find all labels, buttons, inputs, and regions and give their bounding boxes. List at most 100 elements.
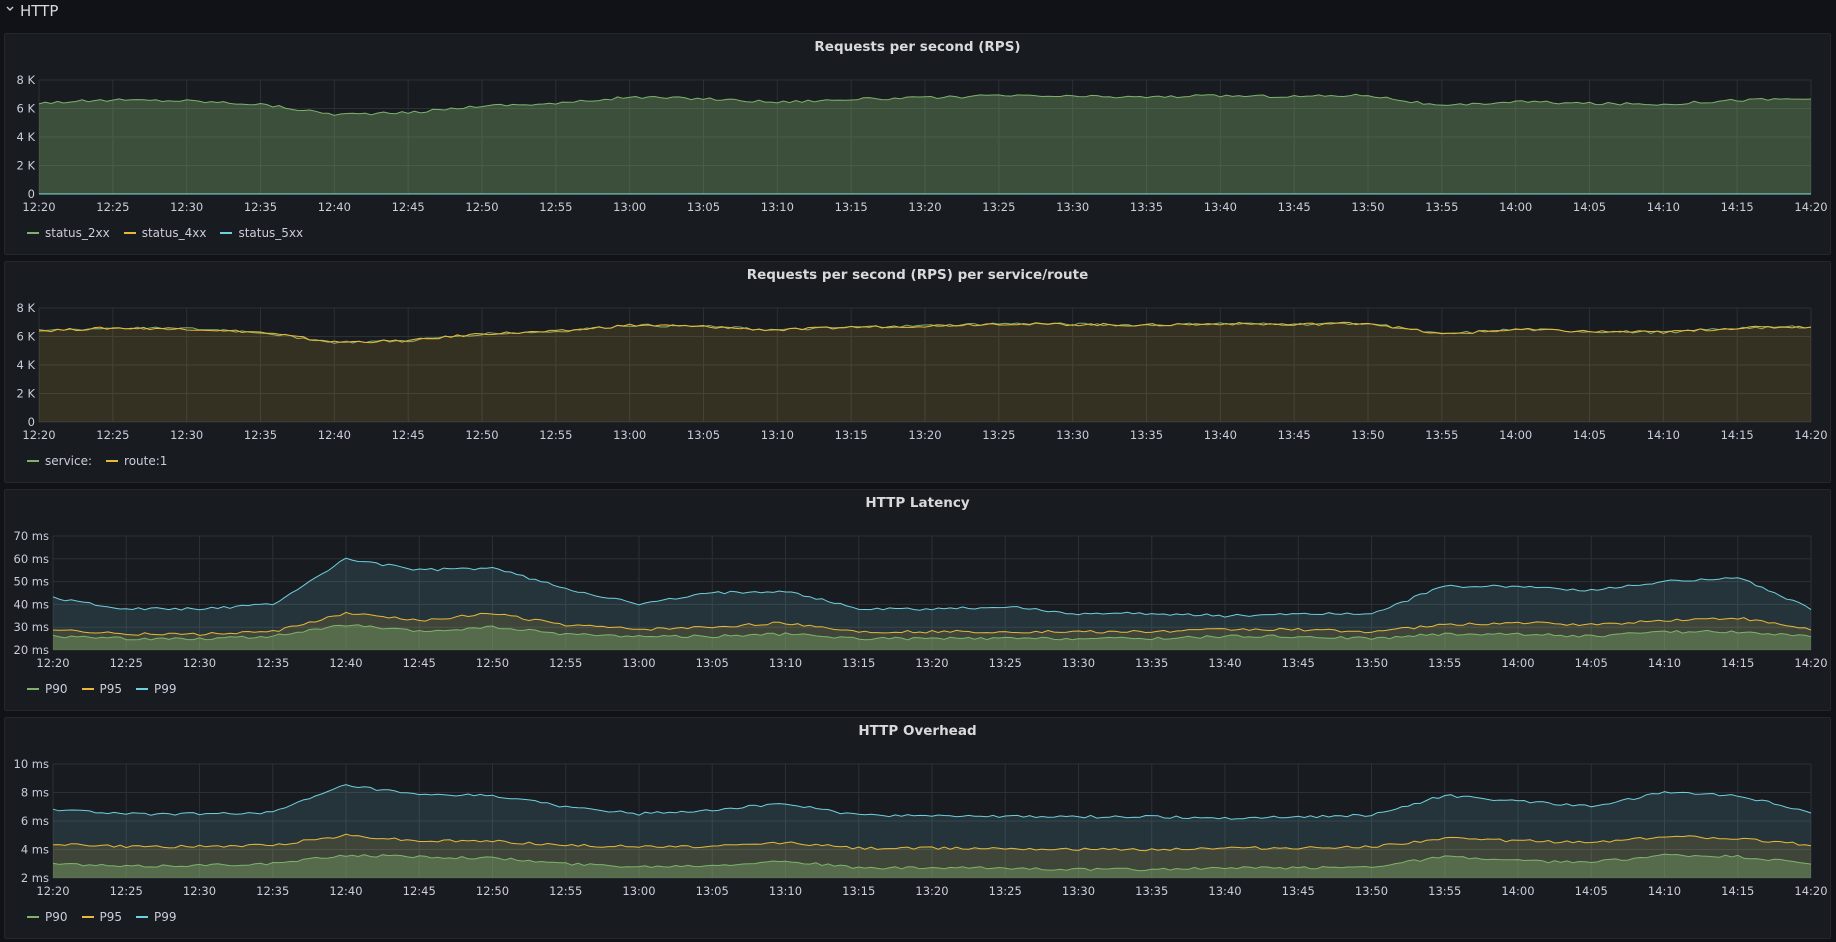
series-line-P99 <box>52 784 1812 820</box>
y-tick-label: 4 ms <box>21 843 49 857</box>
x-tick-label: 13:50 <box>1351 428 1384 442</box>
series-area-P99 <box>53 558 1811 650</box>
x-tick-label: 12:50 <box>476 884 509 898</box>
legend-item[interactable]: P90 <box>27 910 68 924</box>
x-tick-label: 13:00 <box>622 656 655 670</box>
x-tick-label: 13:30 <box>1062 884 1095 898</box>
series-line-P90 <box>52 624 1812 641</box>
y-tick-label: 30 ms <box>14 620 49 634</box>
chart-rps-per-route: 0 2 K 4 K 6 K 8 K 12:20 12:25 12:30 12:35 12:40 12… <box>16 301 1827 442</box>
x-tick-label: 13:25 <box>989 884 1022 898</box>
x-tick-label: 13:05 <box>696 656 729 670</box>
y-tick-label: 10 ms <box>14 757 49 771</box>
x-tick-label: 12:50 <box>476 656 509 670</box>
series-line-P95 <box>52 611 1812 636</box>
x-tick-label: 14:05 <box>1573 200 1606 214</box>
legend-item[interactable]: P95 <box>81 910 123 924</box>
legend-label: P99 <box>154 910 177 924</box>
chart-http-latency: 20 ms 30 ms 40 ms 50 ms 60 ms 70 ms 12:20 12:25… <box>14 529 1828 670</box>
x-tick-label: 14:10 <box>1647 428 1680 442</box>
x-tick-label: 14:20 <box>1794 884 1827 898</box>
x-tick-label: 13:50 <box>1351 200 1384 214</box>
y-tick-label: 50 ms <box>14 575 49 589</box>
legend-label: status_2xx <box>45 226 110 240</box>
x-tick-label: 14:05 <box>1575 884 1608 898</box>
panel-http-overhead[interactable]: HTTP Overhead 2 ms 4 ms 6 ms 8 ms 10 ms 12:20… <box>4 717 1831 939</box>
x-tick-label: 13:40 <box>1208 884 1241 898</box>
x-tick-label: 12:25 <box>96 428 129 442</box>
x-tick-label: 14:00 <box>1499 428 1532 442</box>
x-tick-label: 12:45 <box>403 656 436 670</box>
legend-item[interactable]: P90 <box>27 682 68 696</box>
series-line-P90 <box>52 853 1812 872</box>
legend-item[interactable]: P95 <box>81 682 122 696</box>
x-tick-label: 12:20 <box>36 656 69 670</box>
x-tick-label: 13:00 <box>622 884 655 898</box>
panel-title[interactable]: Requests per second (RPS) per service/ro… <box>746 267 1089 283</box>
x-tick-label: 13:05 <box>696 884 729 898</box>
series-area-P90 <box>53 624 1811 650</box>
legend-item[interactable]: status_2xx <box>27 226 110 240</box>
legend-swatch <box>81 916 94 918</box>
x-tick-label: 13:25 <box>982 200 1015 214</box>
legend-label: status_4xx <box>141 226 207 240</box>
legend-swatch <box>27 688 39 690</box>
panel-http-latency[interactable]: HTTP Latency 20 ms 30 ms 40 ms 50 ms 60 ms 70… <box>4 489 1831 711</box>
legend-swatch <box>106 460 119 462</box>
legend-item[interactable]: status_5xx <box>220 226 303 240</box>
panel-title[interactable]: HTTP Latency <box>865 495 970 511</box>
legend-item[interactable]: P99 <box>136 682 177 696</box>
legend-swatch <box>136 916 149 918</box>
x-tick-label: 12:25 <box>96 200 129 214</box>
y-tick-label: 2 K <box>16 387 35 401</box>
x-tick-label: 14:05 <box>1573 428 1606 442</box>
panel-title[interactable]: Requests per second (RPS) <box>814 39 1021 55</box>
x-tick-label: 13:45 <box>1278 428 1311 442</box>
series-area-P95 <box>53 612 1811 650</box>
legend-label: P95 <box>99 910 123 924</box>
x-tick-label: 13:25 <box>982 428 1015 442</box>
x-tick-label: 14:20 <box>1794 428 1827 442</box>
legend-swatch <box>123 232 136 234</box>
y-tick-label: 0 <box>28 415 35 429</box>
x-tick-label: 13:10 <box>769 656 802 670</box>
y-tick-label: 20 ms <box>14 643 49 657</box>
x-tick-label: 14:10 <box>1648 656 1681 670</box>
x-tick-label: 12:45 <box>403 884 436 898</box>
legend-label: P90 <box>45 682 68 696</box>
x-tick-label: 13:10 <box>761 200 794 214</box>
x-tick-label: 13:50 <box>1355 656 1388 670</box>
y-tick-label: 4 K <box>16 358 35 372</box>
panel-rps[interactable]: Requests per second (RPS) 0 2 K 4 K 6 K 8 K 1… <box>4 33 1831 255</box>
x-tick-label: 14:00 <box>1501 884 1534 898</box>
legend-label: P90 <box>45 910 68 924</box>
x-tick-label: 14:15 <box>1721 428 1754 442</box>
panel-rps-per-route[interactable]: Requests per second (RPS) per service/ro… <box>4 261 1831 483</box>
x-tick-label: 13:30 <box>1056 200 1089 214</box>
chart-http-overhead: 2 ms 4 ms 6 ms 8 ms 10 ms 12:20 12:25 12:30 12:3… <box>14 757 1828 898</box>
y-tick-label: 6 ms <box>21 814 49 828</box>
x-tick-label: 12:35 <box>244 200 277 214</box>
x-tick-label: 13:35 <box>1130 428 1163 442</box>
x-tick-label: 12:55 <box>549 884 582 898</box>
legend-swatch <box>81 688 94 690</box>
x-tick-label: 13:30 <box>1062 656 1095 670</box>
legend-item[interactable]: service: <box>27 454 92 468</box>
x-tick-label: 13:25 <box>989 656 1022 670</box>
y-tick-label: 4 K <box>16 130 35 144</box>
legend-item[interactable]: status_4xx <box>123 226 207 240</box>
legend-swatch <box>136 688 149 690</box>
row-header[interactable]: HTTP <box>0 0 1836 22</box>
legend-item[interactable]: route:1 <box>106 454 167 468</box>
y-tick-label: 40 ms <box>14 597 49 611</box>
y-tick-label: 6 K <box>16 102 35 116</box>
panel-title[interactable]: HTTP Overhead <box>858 723 977 739</box>
legend-item[interactable]: P99 <box>136 910 177 924</box>
x-tick-label: 14:00 <box>1501 656 1534 670</box>
y-tick-label: 2 K <box>16 159 35 173</box>
x-tick-label: 12:40 <box>318 200 351 214</box>
x-tick-label: 13:40 <box>1204 428 1237 442</box>
y-tick-label: 8 ms <box>21 786 49 800</box>
chevron-down-icon[interactable] <box>6 5 14 13</box>
series-area-status_2xx <box>39 94 1811 194</box>
